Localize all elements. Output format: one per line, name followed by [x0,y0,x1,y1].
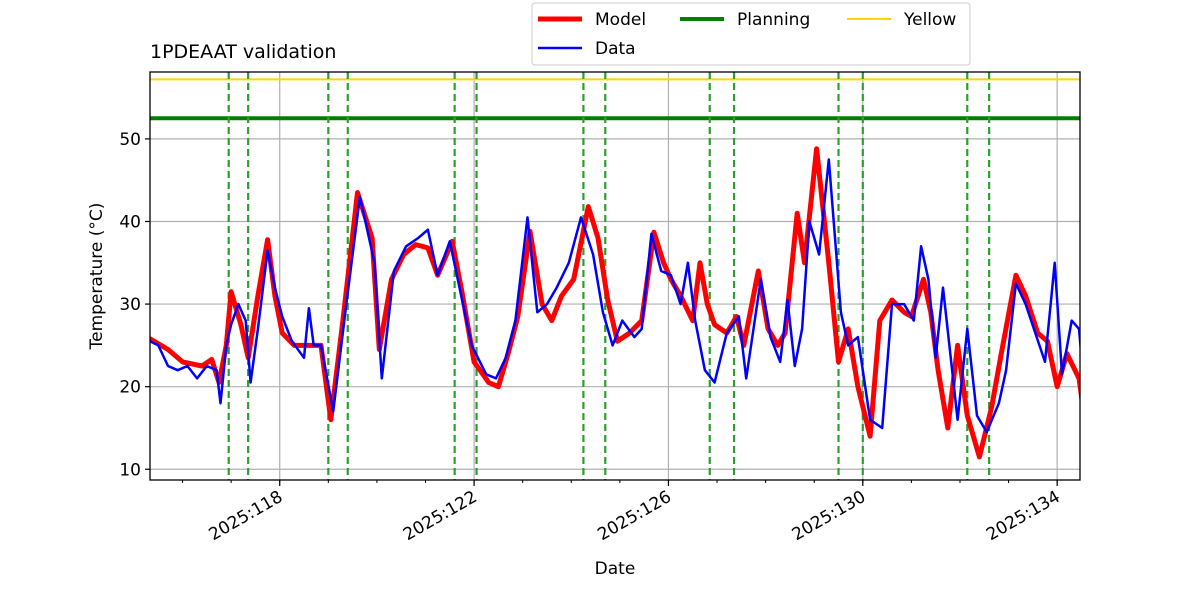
axes: 10 20 30 40 50 2025:118 2025:122 2025:126 2025:1… [119,71,1081,545]
y-axis-label: Temperature (°C) [87,203,107,351]
legend-label-model: Model [595,10,646,30]
chart-title: 1PDEAAT validation [150,41,336,63]
x-tick-label: 2025:134 [983,487,1064,545]
y-tick-label: 30 [119,295,141,315]
x-tick-label: 2025:130 [789,487,870,545]
legend-label-data: Data [595,39,636,59]
y-tick-label: 10 [119,460,141,480]
y-tick-label: 50 [119,130,141,150]
reference-lines [150,72,1080,480]
x-tick-label: 2025:126 [594,487,675,545]
plot-frame [149,71,1081,481]
legend-label-yellow: Yellow [903,10,956,30]
grid-lines [150,72,1080,480]
y-tick-label: 20 [119,378,141,398]
x-axis-label: Date [595,559,636,579]
series-data-line [150,158,1080,434]
legend-label-planning: Planning [737,10,810,30]
series-model-line [150,146,1080,460]
series-lines [150,146,1080,460]
x-tick-label: 2025:122 [400,487,481,545]
x-tick-label: 2025:118 [206,487,287,545]
y-tick-label: 40 [119,212,141,232]
legend: Model Data Planning Yellow [531,2,971,66]
